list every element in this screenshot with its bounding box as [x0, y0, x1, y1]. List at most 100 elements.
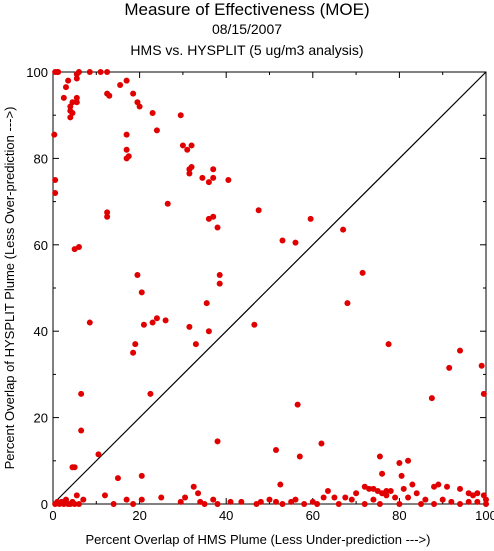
chart-date: 08/15/2007	[211, 21, 283, 37]
data-point	[123, 155, 130, 162]
data-point	[405, 494, 412, 501]
data-point	[413, 490, 420, 497]
data-points	[51, 69, 489, 507]
data-point	[164, 200, 171, 207]
data-point	[95, 451, 102, 458]
data-point	[448, 498, 455, 505]
data-point	[153, 127, 160, 134]
data-point	[320, 494, 327, 501]
data-point	[205, 328, 212, 335]
data-point	[214, 501, 221, 507]
y-tick-label: 60	[34, 238, 48, 253]
data-point	[62, 84, 69, 91]
data-point	[205, 179, 212, 186]
data-point	[279, 501, 286, 507]
data-point	[55, 69, 62, 75]
data-point	[383, 492, 390, 499]
data-point	[361, 501, 368, 507]
data-point	[192, 341, 199, 348]
data-point	[73, 94, 80, 101]
data-point	[387, 488, 394, 495]
data-point	[186, 170, 193, 177]
data-point	[149, 110, 156, 117]
data-point	[177, 112, 184, 119]
data-point	[331, 494, 338, 501]
y-tick-label: 80	[34, 151, 48, 166]
data-point	[457, 485, 464, 492]
data-point	[138, 472, 145, 479]
data-point	[335, 501, 342, 507]
data-point	[474, 498, 481, 505]
data-point	[71, 464, 78, 471]
data-point	[52, 189, 59, 196]
data-point	[153, 315, 160, 322]
data-point	[251, 321, 258, 328]
data-point	[67, 114, 74, 121]
data-point	[324, 488, 331, 495]
data-point	[353, 490, 360, 497]
data-point	[52, 177, 59, 183]
data-point	[480, 390, 487, 397]
data-point	[177, 498, 184, 505]
data-point	[214, 438, 221, 445]
data-point	[257, 498, 264, 505]
data-point	[255, 207, 262, 214]
data-point	[123, 146, 130, 153]
data-point	[465, 498, 472, 505]
data-point	[106, 92, 113, 99]
data-point	[130, 90, 137, 97]
data-point	[132, 341, 139, 348]
data-point	[216, 272, 223, 279]
y-tick-label: 40	[34, 324, 48, 339]
data-point	[396, 501, 403, 507]
data-point	[383, 488, 390, 495]
data-point	[195, 490, 202, 497]
data-point	[314, 501, 321, 507]
data-point	[446, 364, 453, 371]
data-point	[73, 492, 80, 499]
data-point	[69, 99, 76, 106]
data-point	[130, 349, 137, 356]
data-point	[272, 498, 279, 505]
data-point	[227, 498, 234, 505]
data-point	[376, 501, 383, 507]
data-point	[186, 323, 193, 330]
data-point	[318, 440, 325, 447]
data-point	[75, 69, 82, 75]
data-point	[104, 209, 111, 216]
data-point	[188, 142, 195, 149]
data-point	[370, 496, 377, 503]
data-point	[199, 174, 206, 181]
data-point	[86, 69, 93, 75]
data-point	[136, 103, 143, 110]
data-point	[75, 501, 82, 507]
data-point	[444, 483, 451, 490]
data-point	[190, 483, 197, 490]
data-point	[480, 492, 487, 499]
data-point	[101, 492, 108, 499]
data-point	[216, 280, 223, 287]
data-point	[114, 475, 121, 482]
data-point	[361, 483, 368, 490]
data-point	[431, 501, 438, 507]
data-point	[182, 494, 189, 501]
x-axis-label: Percent Overlap of HMS Plume (Less Under…	[86, 532, 431, 547]
data-point	[457, 347, 464, 354]
chart-title: Measure of Effectiveness (MOE)	[124, 0, 370, 19]
data-point	[478, 362, 485, 369]
data-point	[439, 496, 446, 503]
data-point	[474, 490, 481, 497]
data-point	[210, 213, 217, 220]
data-point	[104, 213, 111, 220]
data-point	[134, 272, 141, 279]
data-point	[396, 459, 403, 466]
data-point	[428, 395, 435, 402]
data-point	[110, 501, 117, 507]
data-point	[457, 501, 464, 507]
data-point	[75, 243, 82, 250]
data-point	[405, 457, 412, 464]
data-point	[78, 427, 85, 434]
data-point	[158, 494, 165, 501]
data-point	[294, 401, 301, 408]
data-point	[149, 319, 156, 326]
